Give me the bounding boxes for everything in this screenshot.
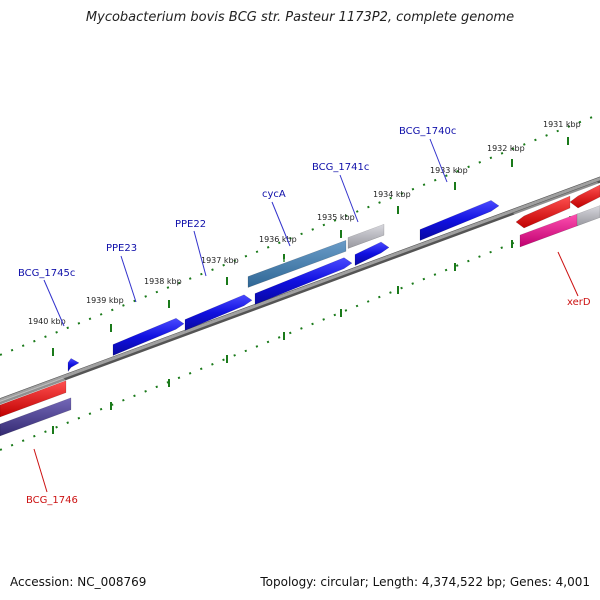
gene-BCG_1740c xyxy=(419,200,500,241)
tick-labels: 1931 kbp 1932 kbp 1933 kbp 1934 kbp 1935 kbp… xyxy=(28,120,581,434)
label-leader-BCG_1745c xyxy=(43,279,65,327)
tick-label: 1939 kbp xyxy=(86,296,124,305)
label-leader-PPE23 xyxy=(120,255,137,303)
gene-red-feature-right xyxy=(515,195,571,229)
gene-red-feature-right-bevel xyxy=(513,193,570,216)
gene-BCG_1746 xyxy=(0,397,72,437)
gene-label-BCG_1741c[interactable]: BCG_1741c xyxy=(312,162,369,173)
tick-label: 1935 kbp xyxy=(317,213,355,222)
label-leader-BCG_1741c xyxy=(339,174,359,223)
gene-BCG_1745c xyxy=(67,358,80,373)
genome-backbone xyxy=(0,176,600,405)
gene-label-cycA[interactable]: cycA xyxy=(262,189,286,200)
tick-label: 1937 kbp xyxy=(201,256,239,265)
gene-cycA-bevel xyxy=(245,237,346,277)
gene-PPE23 xyxy=(112,317,185,356)
gene-gray-feature-right-bevel xyxy=(574,202,600,214)
label-leader-PPE22 xyxy=(193,230,207,277)
gene-red-feature-left xyxy=(0,380,67,418)
label-leader-cycA xyxy=(271,201,291,247)
gene-label-BCG_1745c[interactable]: BCG_1745c xyxy=(18,268,75,279)
tick-label: 1932 kbp xyxy=(487,144,525,153)
gene-PPE22-downstream-bevel xyxy=(252,254,344,294)
gene-BCG_1745c-bevel xyxy=(65,355,71,363)
inner-minor-ticks xyxy=(0,207,600,451)
label-leader-BCG_1740c xyxy=(429,138,448,183)
map-title: Mycobacterium bovis BCG str. Pasteur 117… xyxy=(85,10,515,25)
gene-cycA xyxy=(247,239,347,288)
genome-stats-text: Topology: circular; Length: 4,374,522 bp… xyxy=(260,575,590,589)
gene-gray-feature-bevel xyxy=(345,221,384,238)
gene-labels: BCG_1740c BCG_1741c cycA PPE22 PPE23 BCG_1745… xyxy=(18,126,591,506)
gene-PPE22-bevel xyxy=(182,291,244,320)
gene-red-feature-left-bevel xyxy=(0,377,66,405)
gene-label-PPE22[interactable]: PPE22 xyxy=(175,219,206,230)
tick-label: 1933 kbp xyxy=(430,166,468,175)
gene-label-PPE23[interactable]: PPE23 xyxy=(106,243,137,254)
tick-label: 1931 kbp xyxy=(543,120,581,129)
tick-ring-inner xyxy=(0,207,600,451)
gene-xerD-bevel xyxy=(517,210,578,235)
tick-label: 1934 kbp xyxy=(373,190,411,199)
gene-label-xerD[interactable]: xerD xyxy=(567,297,591,308)
tick-label: 1936 kbp xyxy=(259,235,297,244)
gene-gray-feature-right xyxy=(576,205,600,227)
gene-red-feature-edge xyxy=(569,184,600,209)
gene-red-feature-edge-bevel xyxy=(567,181,600,196)
label-leader-BCG_1746 xyxy=(33,448,48,493)
gene-PPE22 xyxy=(184,294,253,331)
gene-gray-feature xyxy=(347,223,385,249)
gene-label-BCG_1740c[interactable]: BCG_1740c xyxy=(399,126,456,137)
gene-features xyxy=(0,181,600,437)
gene-label-BCG_1746[interactable]: BCG_1746 xyxy=(26,495,78,506)
gene-BCG_1741c xyxy=(354,241,390,266)
gene-BCG_1746-bevel xyxy=(0,394,71,424)
accession-text: Accession: NC_008769 xyxy=(10,575,147,589)
gene-PPE22-downstream xyxy=(254,257,353,305)
gene-BCG_1740c-bevel xyxy=(417,197,491,230)
label-leader-xerD xyxy=(557,251,579,297)
tick-label: 1938 kbp xyxy=(144,277,182,286)
tick-label: 1940 kbp xyxy=(28,317,66,326)
gene-BCG_1741c-bevel xyxy=(352,238,381,255)
gene-PPE23-bevel xyxy=(110,315,176,345)
